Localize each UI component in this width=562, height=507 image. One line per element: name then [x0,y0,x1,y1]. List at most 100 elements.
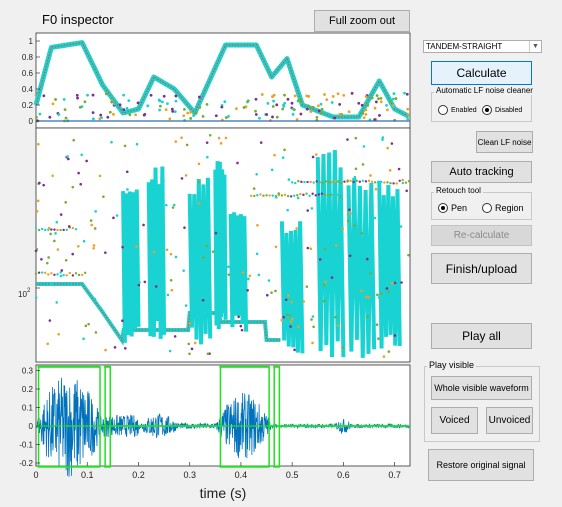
candidate-dot [125,106,129,110]
candidate-dot [293,194,296,197]
clean-lf-noise-button[interactable]: Clean LF noise [476,131,533,153]
candidate-dot [87,322,90,326]
candidate-dot [56,248,60,251]
candidate-dot [297,179,300,183]
candidate-dot [296,325,300,329]
candidate-dot [184,174,188,177]
lf-disabled-radio[interactable]: Disabled [482,105,522,115]
candidate-dot [180,177,184,180]
candidate-dot [330,276,334,279]
voicing-marker [383,425,386,427]
voicing-marker [397,425,400,427]
candidate-dot [297,99,301,102]
whole-visible-waveform-button[interactable]: Whole visible waveform [431,376,532,400]
voicing-marker [352,425,355,427]
voicing-marker [121,425,123,427]
candidate-dot [248,274,252,278]
candidate-dot [307,94,311,98]
voicing-marker [237,465,240,468]
candidate-dot [275,115,279,119]
candidate-dot [54,98,57,101]
method-select[interactable]: TANDEM-STRAIGHT ▼ [423,40,542,53]
voicing-marker [108,425,111,427]
candidate-dot [315,180,318,183]
candidate-dot [187,342,191,346]
candidate-dot [296,194,299,197]
candidate-dot [174,255,178,259]
restore-original-signal-button[interactable]: Restore original signal [428,449,534,481]
candidate-dot [306,180,309,184]
voicing-marker [252,365,255,368]
candidate-dot [93,297,97,301]
candidate-dot [188,322,192,325]
candidate-dot [149,93,153,97]
voicing-marker [162,425,164,427]
candidate-dot [322,299,326,303]
candidate-dot [104,251,107,254]
candidate-dot [348,208,351,211]
candidate-dot [169,278,173,282]
pen-radio[interactable]: Pen [438,203,467,213]
candidate-dot [35,115,38,119]
auto-tracking-button[interactable]: Auto tracking [431,161,532,183]
y-tick-label-top: 0 [29,117,34,126]
unvoiced-button[interactable]: Unvoiced [486,407,533,434]
play-visible-title: Play visible [427,360,477,370]
voicing-marker [250,465,253,468]
candidate-dot [323,247,327,251]
full-zoom-out-button[interactable]: Full zoom out [314,10,410,32]
y-tick-label-top: 0.4 [22,85,34,94]
candidate-dot [44,271,47,275]
voicing-marker [182,425,185,427]
candidate-dot [253,194,256,198]
voicing-marker [74,365,77,368]
calculate-button[interactable]: Calculate [431,61,532,85]
play-visible-group: Play visible [424,360,540,442]
candidate-dot [183,107,186,111]
voicing-marker [289,425,291,427]
voicing-marker [391,425,394,427]
voicing-marker [53,365,56,368]
lf-enabled-radio[interactable]: Enabled [438,105,477,115]
y-tick-label-top: 1 [29,37,34,46]
candidate-dot [310,207,314,210]
voicing-marker [387,425,390,427]
candidate-dot [373,106,377,110]
voicing-marker [164,425,166,427]
candidate-dot [211,250,215,253]
finish-upload-button[interactable]: Finish/upload [431,253,532,284]
voicing-marker [141,425,144,427]
candidate-dot [272,99,275,103]
candidate-dot [217,136,221,140]
voicing-marker [227,425,230,427]
voicing-marker [277,465,280,468]
voicing-marker [252,465,255,468]
candidate-dot [162,179,165,183]
candidate-dot [299,98,303,102]
play-all-button[interactable]: Play all [431,323,532,349]
candidate-dot [224,116,228,119]
voicing-marker [324,425,326,427]
voicing-marker [104,425,107,427]
region-radio[interactable]: Region [482,203,524,213]
voiced-button[interactable]: Voiced [431,407,478,434]
voicing-marker [223,365,226,368]
voicing-marker [367,425,369,427]
voicing-marker [254,365,257,368]
recalculate-button[interactable]: Re-calculate [431,225,532,246]
voicing-marker [63,425,66,427]
candidate-dot [252,187,256,190]
candidate-dot [324,280,327,284]
candidate-dot [246,99,250,103]
candidate-dot [369,272,372,275]
voicing-marker [250,425,252,427]
voicing-marker [395,425,398,427]
candidate-dot [40,227,44,231]
voicing-marker [330,425,332,427]
candidate-dot [319,102,323,106]
candidate-dot [382,355,386,358]
voicing-marker [313,425,316,427]
voicing-marker [45,425,48,427]
candidate-dot [50,272,53,275]
